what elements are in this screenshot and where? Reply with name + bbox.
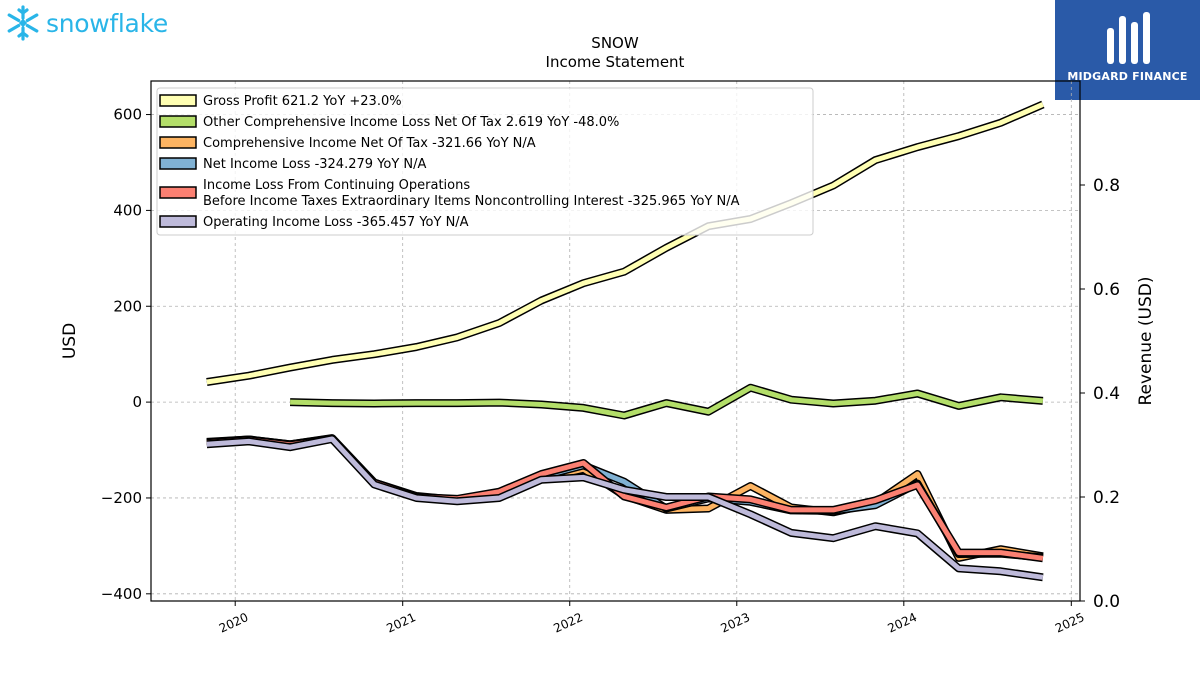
series-line-1 xyxy=(290,385,1044,418)
x-tick-label: 2023 xyxy=(718,610,752,636)
series-line-4 xyxy=(206,436,1044,561)
y-tick-label: −400 xyxy=(101,585,142,603)
legend-label-4-line2: Before Income Taxes Extraordinary Items … xyxy=(203,194,740,209)
y-tick-label: 200 xyxy=(113,297,142,315)
y-tick-label: 400 xyxy=(113,201,142,219)
midgard-wordmark: MIDGARD FINANCE xyxy=(1067,70,1188,83)
midgard-finance-logo: MIDGARD FINANCE xyxy=(1055,0,1200,100)
legend-label-1: Other Comprehensive Income Loss Net Of T… xyxy=(203,115,619,130)
plot-frame xyxy=(150,80,1081,602)
legend-label-2: Comprehensive Income Net Of Tax -321.66 … xyxy=(203,136,536,151)
legend-label-5: Operating Income Loss -365.457 YoY N/A xyxy=(203,215,469,230)
series-lines xyxy=(206,100,1045,582)
x-tick-label: 2021 xyxy=(384,610,418,636)
series-outline-5 xyxy=(206,435,1044,582)
y2-axis-label: Revenue (USD) xyxy=(1136,276,1156,405)
snowflake-wordmark: snowflake xyxy=(46,8,168,38)
y-axis-label: USD xyxy=(60,323,80,359)
legend-swatch-2 xyxy=(159,136,197,149)
y2-tick-label: 0.6 xyxy=(1093,280,1120,300)
snowflake-logo: snowflake xyxy=(4,4,168,42)
series-line-0 xyxy=(206,102,1044,385)
snowflake-icon xyxy=(7,5,39,41)
legend-swatch-4 xyxy=(159,186,197,199)
y2-tick-label: 0.8 xyxy=(1093,176,1120,196)
midgard-monogram-icon xyxy=(1107,12,1150,64)
x-tick-label: 2020 xyxy=(217,610,251,636)
chart-title: SNOW xyxy=(591,34,639,52)
y-tick-label: 600 xyxy=(113,106,142,124)
legend-label-0: Gross Profit 621.2 YoY +23.0% xyxy=(203,94,402,109)
legend-swatch-0 xyxy=(159,94,197,107)
legend-box xyxy=(156,87,814,236)
y2-tick-label: 0.4 xyxy=(1093,384,1120,404)
x-tick-label: 2025 xyxy=(1053,610,1087,636)
y2-tick-label: 0.0 xyxy=(1093,592,1120,612)
legend: Gross Profit 621.2 YoY +23.0% Other Compr… xyxy=(156,87,814,236)
legend-swatch-1 xyxy=(159,115,197,128)
chart-subtitle: Income Statement xyxy=(546,53,685,71)
legend-swatch-3 xyxy=(159,157,197,170)
y2-tick-label: 0.2 xyxy=(1093,488,1120,508)
legend-label-4: Income Loss From Continuing Operations xyxy=(203,178,470,193)
series-line-5 xyxy=(206,436,1044,580)
legend-label-3: Net Income Loss -324.279 YoY N/A xyxy=(203,157,426,172)
y-tick-label: −200 xyxy=(101,489,142,507)
x-tick-label: 2022 xyxy=(551,610,585,636)
y-tick-label: 0 xyxy=(132,393,142,411)
legend-swatch-5 xyxy=(159,215,197,228)
x-tick-label: 2024 xyxy=(885,610,919,636)
